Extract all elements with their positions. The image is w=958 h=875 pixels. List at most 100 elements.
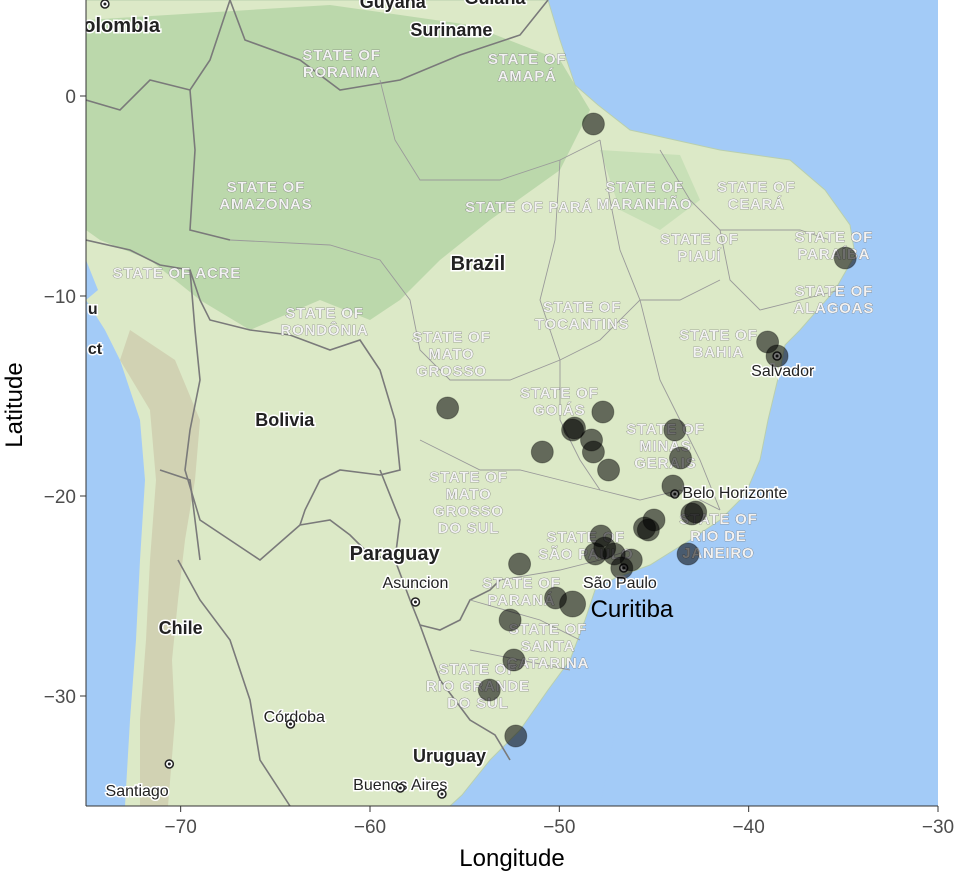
country-label: Guyana bbox=[360, 0, 427, 12]
data-point bbox=[477, 678, 501, 702]
state-label: PIAUÍ bbox=[677, 248, 721, 265]
state-label: STATE OF bbox=[795, 229, 873, 246]
partial-label: ct bbox=[88, 341, 103, 358]
state-label: ALAGOAS bbox=[794, 300, 875, 317]
state-label: STATE OF bbox=[488, 51, 566, 68]
state-label: AMAPÁ bbox=[498, 68, 557, 85]
data-point bbox=[680, 502, 704, 526]
data-point bbox=[661, 474, 685, 498]
y-tick-label: −10 bbox=[44, 287, 76, 308]
data-point bbox=[436, 396, 460, 420]
state-label: AMAZONAS bbox=[219, 196, 312, 213]
city-label: Belo Horizonte bbox=[682, 485, 787, 502]
state-label: GROSSO bbox=[416, 363, 487, 380]
y-axis-title: Latitude bbox=[1, 362, 28, 447]
city-label: Asuncion bbox=[383, 575, 449, 592]
data-points: Curitiba bbox=[436, 112, 857, 748]
state-label: STATE OF bbox=[679, 327, 757, 344]
city-label: São Paulo bbox=[583, 575, 657, 592]
data-point bbox=[765, 344, 789, 368]
y-tick-label: 0 bbox=[65, 87, 76, 108]
city-label: Santiago bbox=[106, 783, 169, 800]
andes-relief bbox=[120, 330, 200, 806]
state-label: CATARINA bbox=[507, 655, 590, 672]
state-label: STATE OF bbox=[520, 385, 598, 402]
data-point bbox=[833, 246, 857, 270]
state-label: DO SUL bbox=[438, 520, 499, 537]
state-label: STATE OF bbox=[795, 283, 873, 300]
data-point bbox=[581, 440, 605, 464]
country-label: Suriname bbox=[410, 20, 492, 40]
state-label: RIO DE bbox=[690, 528, 746, 545]
data-point bbox=[633, 516, 657, 540]
city-marker-dot bbox=[167, 762, 171, 766]
country-label: Bolivia bbox=[255, 410, 315, 430]
data-point bbox=[498, 608, 522, 632]
city-marker-dot bbox=[288, 722, 292, 726]
data-point bbox=[530, 440, 554, 464]
x-tick-label: −70 bbox=[165, 817, 197, 838]
y-tick-label: −30 bbox=[44, 687, 76, 708]
data-point bbox=[581, 112, 605, 136]
state-label: STATE OF bbox=[605, 179, 683, 196]
city-marker-dot bbox=[398, 786, 402, 790]
state-label: STATE OF bbox=[543, 299, 621, 316]
data-point bbox=[502, 648, 526, 672]
city-label: Córdoba bbox=[264, 709, 325, 726]
state-label: STATE OF bbox=[285, 305, 363, 322]
state-label: BAHIA bbox=[693, 344, 745, 361]
country-label: Chile bbox=[159, 618, 203, 638]
data-point bbox=[561, 418, 585, 442]
data-point bbox=[583, 542, 607, 566]
state-label: PARAÍBA bbox=[797, 246, 870, 263]
data-point bbox=[559, 590, 587, 618]
partial-label: u bbox=[88, 301, 98, 318]
state-label: STATE OF PARÁ bbox=[465, 199, 593, 216]
data-point bbox=[597, 458, 621, 482]
data-point bbox=[619, 548, 643, 572]
forest-area bbox=[86, 5, 590, 330]
state-label: STATE OF bbox=[412, 329, 490, 346]
state-label: MARANHÃO bbox=[597, 195, 693, 213]
state-label: JANEIRO bbox=[682, 545, 754, 562]
country-label: Uruguay bbox=[413, 746, 486, 766]
state-label: GROSSO bbox=[433, 503, 504, 520]
state-label: RIO GRANDE bbox=[426, 678, 530, 695]
data-point bbox=[669, 446, 693, 470]
country-label: Guiana bbox=[464, 0, 526, 8]
city-marker-dot bbox=[103, 2, 107, 6]
country-label: Brazil bbox=[451, 253, 505, 275]
country-label: Paraguay bbox=[350, 543, 441, 565]
state-label: SANTA bbox=[521, 638, 576, 655]
data-point bbox=[591, 400, 615, 424]
state-label: STATE OF bbox=[660, 231, 738, 248]
state-label: TOCANTINS bbox=[535, 316, 629, 333]
state-label: STATE OF bbox=[429, 469, 507, 486]
state-label: STATE OF bbox=[482, 575, 560, 592]
data-point bbox=[504, 724, 528, 748]
x-tick-label: −40 bbox=[733, 817, 765, 838]
state-label: STATE OF bbox=[717, 179, 795, 196]
annotation-label: Curitiba bbox=[591, 596, 674, 623]
country-borders bbox=[86, 0, 549, 806]
country-label: Colombia bbox=[69, 15, 161, 37]
state-label: CEARÁ bbox=[728, 196, 785, 213]
data-point bbox=[663, 418, 687, 442]
state-label: STATE OF ACRE bbox=[113, 265, 241, 282]
x-tick-label: −30 bbox=[922, 817, 954, 838]
state-label: MATO bbox=[445, 486, 491, 503]
state-label: MATO bbox=[428, 346, 474, 363]
atlantic-south bbox=[520, 706, 620, 806]
city-label: Salvador bbox=[751, 363, 815, 380]
forest-area-east bbox=[600, 150, 700, 230]
x-axis-title: Longitude bbox=[459, 845, 564, 872]
x-tick-label: −60 bbox=[354, 817, 386, 838]
state-label: STATE OF bbox=[509, 621, 587, 638]
state-label: DO SUL bbox=[447, 695, 508, 712]
chile-coast bbox=[86, 300, 145, 806]
pacific-coast-north bbox=[86, 260, 98, 300]
state-label: STATE OF bbox=[302, 47, 380, 64]
